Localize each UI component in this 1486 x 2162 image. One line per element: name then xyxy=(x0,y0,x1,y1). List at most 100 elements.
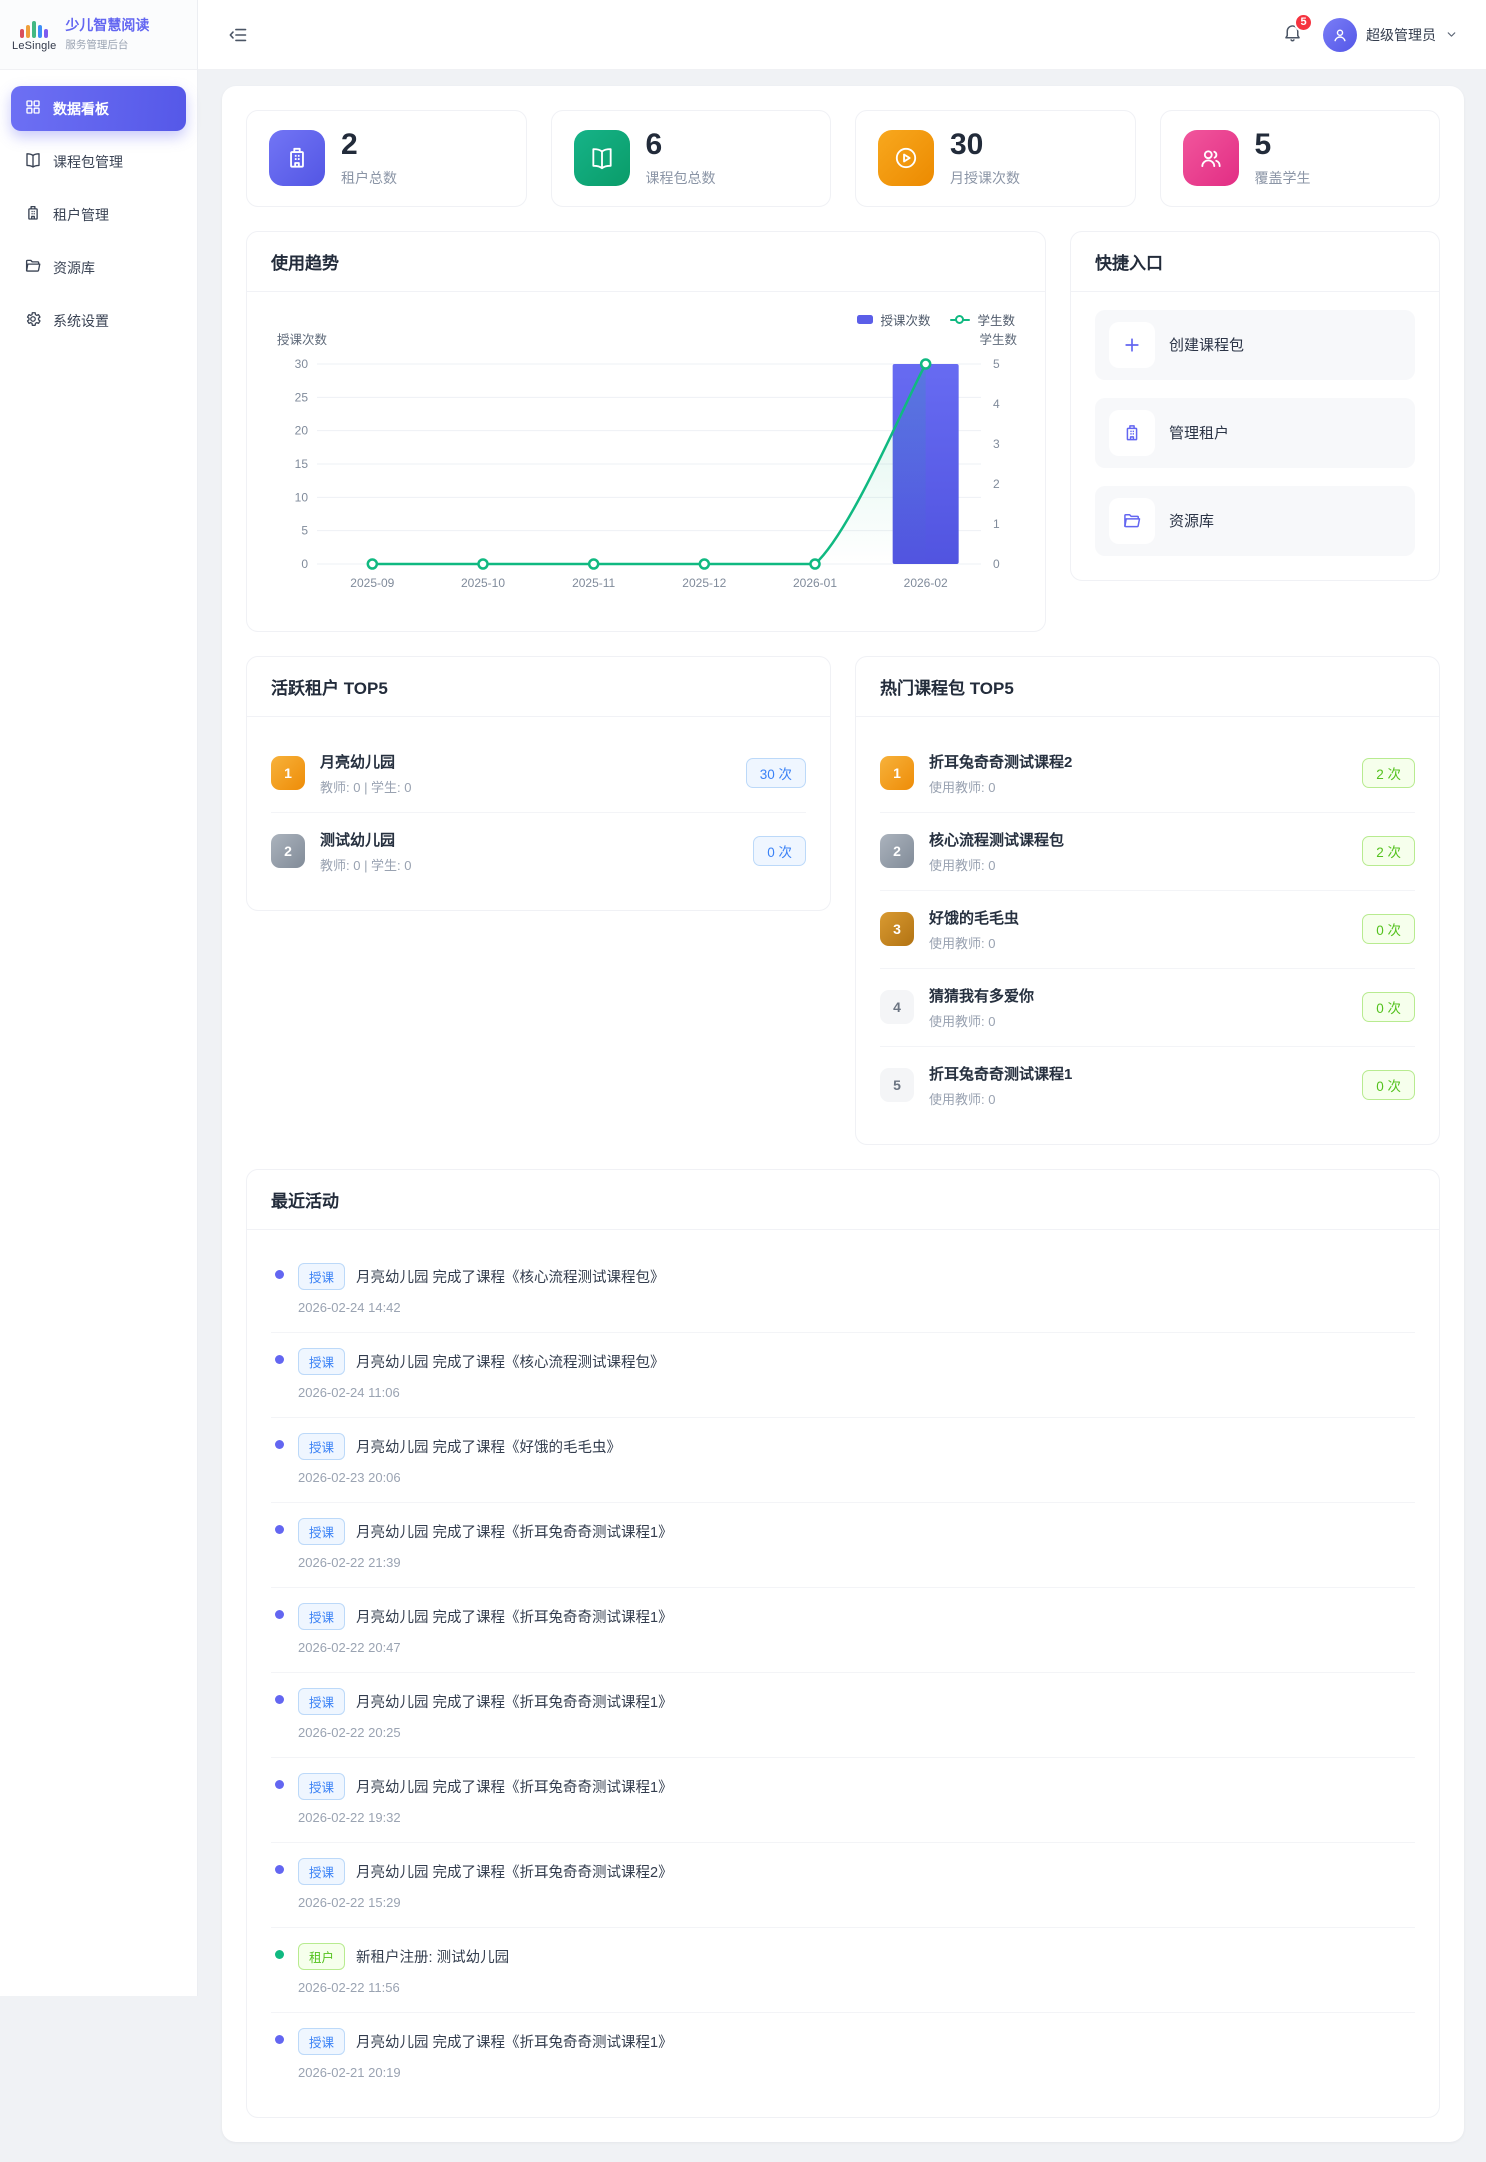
package-meta: 使用教师: 0 xyxy=(929,1013,996,1029)
folder-icon xyxy=(24,257,42,278)
avatar xyxy=(1323,17,1357,52)
activity-type-badge: 租户 xyxy=(298,1942,346,1970)
lesson-count-badge: 30 次 xyxy=(745,758,806,788)
sidebar: LeSingle 少儿智慧阅读 服务管理后台 数据看板 课程包管理 租户管理 xyxy=(0,0,198,1996)
stats-row: 2 租户总数 6 课程包总数 30 xyxy=(246,110,1440,207)
activity-type-badge: 授课 xyxy=(298,1432,346,1460)
activity-timestamp: 2026-02-22 15:29 xyxy=(298,1894,401,1910)
svg-text:3: 3 xyxy=(993,437,1000,451)
lesson-count-badge: 0 次 xyxy=(753,836,806,866)
stat-label: 课程包总数 xyxy=(645,169,716,186)
usage-count-badge: 0 次 xyxy=(1362,1070,1415,1100)
svg-text:5: 5 xyxy=(993,357,1000,371)
user-menu[interactable]: 超级管理员 xyxy=(1323,17,1458,52)
activity-item: 授课 月亮幼儿园 完成了课程《折耳兔奇奇测试课程1》 2026-02-21 20… xyxy=(271,2013,1415,2097)
active-tenants-title: 活跃租户 TOP5 xyxy=(247,657,830,717)
rank-badge: 2 xyxy=(880,834,914,868)
svg-text:2026-01: 2026-01 xyxy=(793,576,837,590)
activity-type-badge: 授课 xyxy=(298,1347,346,1375)
recent-activity-card: 最近活动 授课 月亮幼儿园 完成了课程《核心流程测试课程包》 2026-02-2… xyxy=(246,1168,1440,2118)
quick-entry-resources[interactable]: 资源库 xyxy=(1095,485,1415,556)
sidebar-item-course-packages[interactable]: 课程包管理 xyxy=(11,139,186,184)
activity-item: 租户 新租户注册: 测试幼儿园 2026-02-22 11:56 xyxy=(271,1928,1415,2013)
sidebar-item-tenants[interactable]: 租户管理 xyxy=(11,192,186,237)
sidebar-item-label: 租户管理 xyxy=(53,206,109,223)
svg-text:授课次数: 授课次数 xyxy=(277,332,328,347)
tenant-meta: 教师: 0 | 学生: 0 xyxy=(320,857,412,873)
svg-text:30: 30 xyxy=(295,357,309,371)
notification-bell-button[interactable]: 5 xyxy=(1282,12,1313,48)
folder-icon xyxy=(1109,497,1155,544)
quick-entry-create-package[interactable]: 创建课程包 xyxy=(1095,309,1415,380)
stat-card-course-packages: 6 课程包总数 xyxy=(550,110,831,207)
usage-count-badge: 0 次 xyxy=(1362,914,1415,944)
rank-badge: 5 xyxy=(880,1068,914,1102)
activity-text: 月亮幼儿园 完成了课程《折耳兔奇奇测试课程2》 xyxy=(356,1864,673,1881)
sidebar-item-dashboard[interactable]: 数据看板 xyxy=(11,86,186,131)
svg-text:学生数: 学生数 xyxy=(979,332,1017,347)
main-area: 5 超级管理员 2 租户总数 xyxy=(198,0,1486,2142)
usage-trend-card: 使用趋势 授课次数 学生数 0 5 10 15 20 25 30 0 1 2 3 4 5 授课次数 学生数 2… xyxy=(246,230,1046,632)
stat-card-monthly-lessons: 30 月授课次数 xyxy=(855,110,1136,207)
activity-dot xyxy=(275,1524,284,1534)
tenant-meta: 教师: 0 | 学生: 0 xyxy=(320,779,412,795)
logo-bars-icon: LeSingle xyxy=(12,18,56,52)
sidebar-collapse-button[interactable] xyxy=(228,25,248,45)
sidebar-item-resources[interactable]: 资源库 xyxy=(11,245,186,290)
plus-icon xyxy=(1109,321,1155,368)
hot-packages-title: 热门课程包 TOP5 xyxy=(856,657,1439,717)
legend-lessons: 授课次数 xyxy=(857,310,930,329)
activity-type-badge: 授课 xyxy=(298,1517,346,1545)
people-icon xyxy=(1182,130,1239,187)
sidebar-item-label: 课程包管理 xyxy=(53,153,123,170)
legend-bar-marker xyxy=(857,315,874,324)
activity-dot xyxy=(275,1439,284,1449)
sidebar-item-settings[interactable]: 系统设置 xyxy=(11,298,186,343)
stat-label: 租户总数 xyxy=(341,169,397,186)
activity-text: 月亮幼儿园 完成了课程《折耳兔奇奇测试课程1》 xyxy=(356,1524,673,1541)
hot-packages-card: 热门课程包 TOP5 1 折耳兔奇奇测试课程2 使用教师: 0 2 次 2 核心流… xyxy=(855,655,1440,1145)
svg-text:2025-12: 2025-12 xyxy=(682,576,726,590)
sidebar-menu: 数据看板 课程包管理 租户管理 资源库 系统设置 xyxy=(0,70,197,367)
activity-text: 月亮幼儿园 完成了课程《好饿的毛毛虫》 xyxy=(356,1439,622,1456)
package-name: 猜猜我有多爱你 xyxy=(929,987,1035,1005)
activity-timestamp: 2026-02-22 19:32 xyxy=(298,1809,401,1825)
app-subtitle: 服务管理后台 xyxy=(65,39,129,52)
building-icon xyxy=(1109,409,1155,456)
activity-dot xyxy=(275,2034,284,2044)
stat-label: 月授课次数 xyxy=(950,169,1020,186)
brand-logo: LeSingle 少儿智慧阅读 服务管理后台 xyxy=(0,0,197,70)
rank-badge: 1 xyxy=(271,756,305,790)
activity-dot xyxy=(275,1864,284,1874)
svg-text:5: 5 xyxy=(301,523,308,537)
activity-text: 新租户注册: 测试幼儿园 xyxy=(356,1949,510,1966)
quick-entry-manage-tenants[interactable]: 管理租户 xyxy=(1095,397,1415,468)
activity-timestamp: 2026-02-23 20:06 xyxy=(298,1469,401,1485)
stat-value: 6 xyxy=(645,128,663,161)
usage-count-badge: 0 次 xyxy=(1362,992,1415,1022)
activity-type-badge: 授课 xyxy=(298,1687,346,1715)
activity-timestamp: 2026-02-22 20:47 xyxy=(298,1639,401,1655)
top-header: 5 超级管理员 xyxy=(198,0,1486,70)
activity-text: 月亮幼儿园 完成了课程《核心流程测试课程包》 xyxy=(356,1269,665,1286)
dashboard-icon xyxy=(24,98,42,119)
svg-text:20: 20 xyxy=(295,423,309,437)
tenant-rank-row: 2 测试幼儿园 教师: 0 | 学生: 0 0 次 xyxy=(271,813,806,890)
activity-item: 授课 月亮幼儿园 完成了课程《折耳兔奇奇测试课程1》 2026-02-22 19… xyxy=(271,1758,1415,1843)
stat-value: 5 xyxy=(1254,128,1272,161)
sidebar-item-label: 数据看板 xyxy=(53,100,109,117)
tenant-rank-row: 1 月亮幼儿园 教师: 0 | 学生: 0 30 次 xyxy=(271,735,806,813)
page-content: 2 租户总数 6 课程包总数 30 xyxy=(198,70,1486,2162)
package-name: 折耳兔奇奇测试课程2 xyxy=(929,753,1073,771)
activity-timestamp: 2026-02-22 11:56 xyxy=(298,1979,400,1995)
svg-text:4: 4 xyxy=(993,397,1000,411)
activity-dot xyxy=(275,1694,284,1704)
usage-trend-title: 使用趋势 xyxy=(247,232,1045,292)
svg-text:25: 25 xyxy=(295,390,309,404)
stat-label: 覆盖学生 xyxy=(1254,169,1311,186)
activity-item: 授课 月亮幼儿园 完成了课程《折耳兔奇奇测试课程2》 2026-02-22 15… xyxy=(271,1843,1415,1928)
package-rank-row: 4 猜猜我有多爱你 使用教师: 0 0 次 xyxy=(880,969,1415,1047)
activity-type-badge: 授课 xyxy=(298,1262,346,1290)
gear-icon xyxy=(24,310,42,331)
activity-item: 授课 月亮幼儿园 完成了课程《折耳兔奇奇测试课程1》 2026-02-22 20… xyxy=(271,1588,1415,1673)
